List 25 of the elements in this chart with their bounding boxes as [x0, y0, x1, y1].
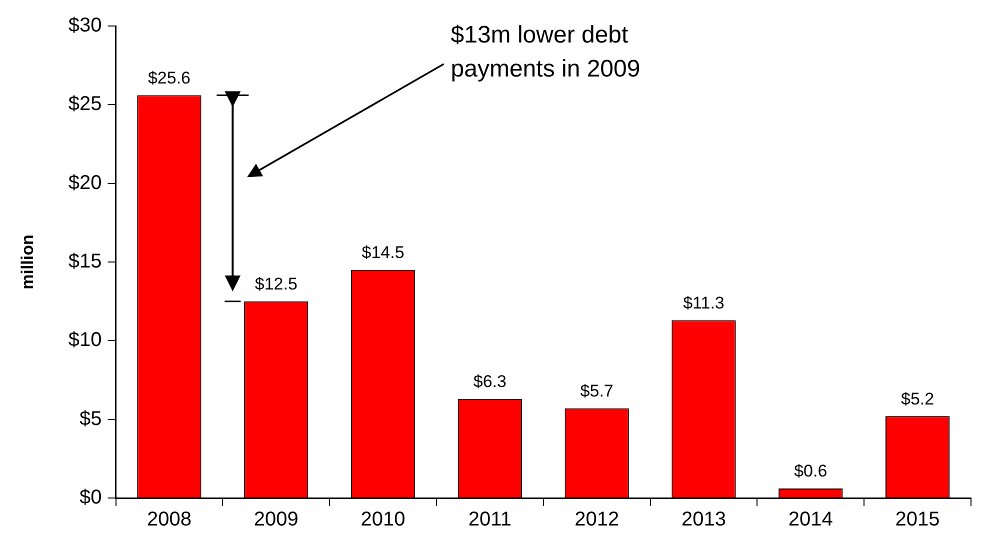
x-tick-label: 2012: [574, 508, 620, 531]
y-tick-label: $30: [68, 14, 102, 37]
y-tick-label: $10: [68, 329, 102, 352]
data-label: $5.7: [580, 382, 614, 401]
x-tick-label: 2008: [146, 508, 192, 531]
data-label: $14.5: [362, 243, 404, 262]
y-tick-label: $20: [68, 172, 102, 194]
data-label: $6.3: [473, 372, 506, 392]
data-label: $5.2: [901, 389, 934, 408]
x-tick-label: 2011: [468, 508, 512, 531]
data-label: $0.6: [794, 462, 828, 481]
y-axis-title: million: [18, 234, 37, 290]
y-tick-label: $5: [80, 408, 102, 430]
data-label: $11.3: [683, 293, 724, 312]
y-tick-label: $0: [80, 486, 102, 509]
y-tick-label: $15: [68, 250, 102, 273]
x-tick-label: 2013: [681, 508, 726, 531]
x-tick-label: 2014: [788, 508, 833, 531]
x-tick-label: 2015: [895, 508, 940, 531]
x-tick-label: 2009: [254, 508, 298, 531]
annotation: $13m lower debt payments in 2009: [450, 22, 640, 83]
data-label: $25.6: [148, 68, 190, 88]
y-tick-label: $25: [68, 93, 102, 116]
data-label: $12.5: [254, 274, 298, 294]
x-tick-label: 2010: [360, 508, 406, 531]
